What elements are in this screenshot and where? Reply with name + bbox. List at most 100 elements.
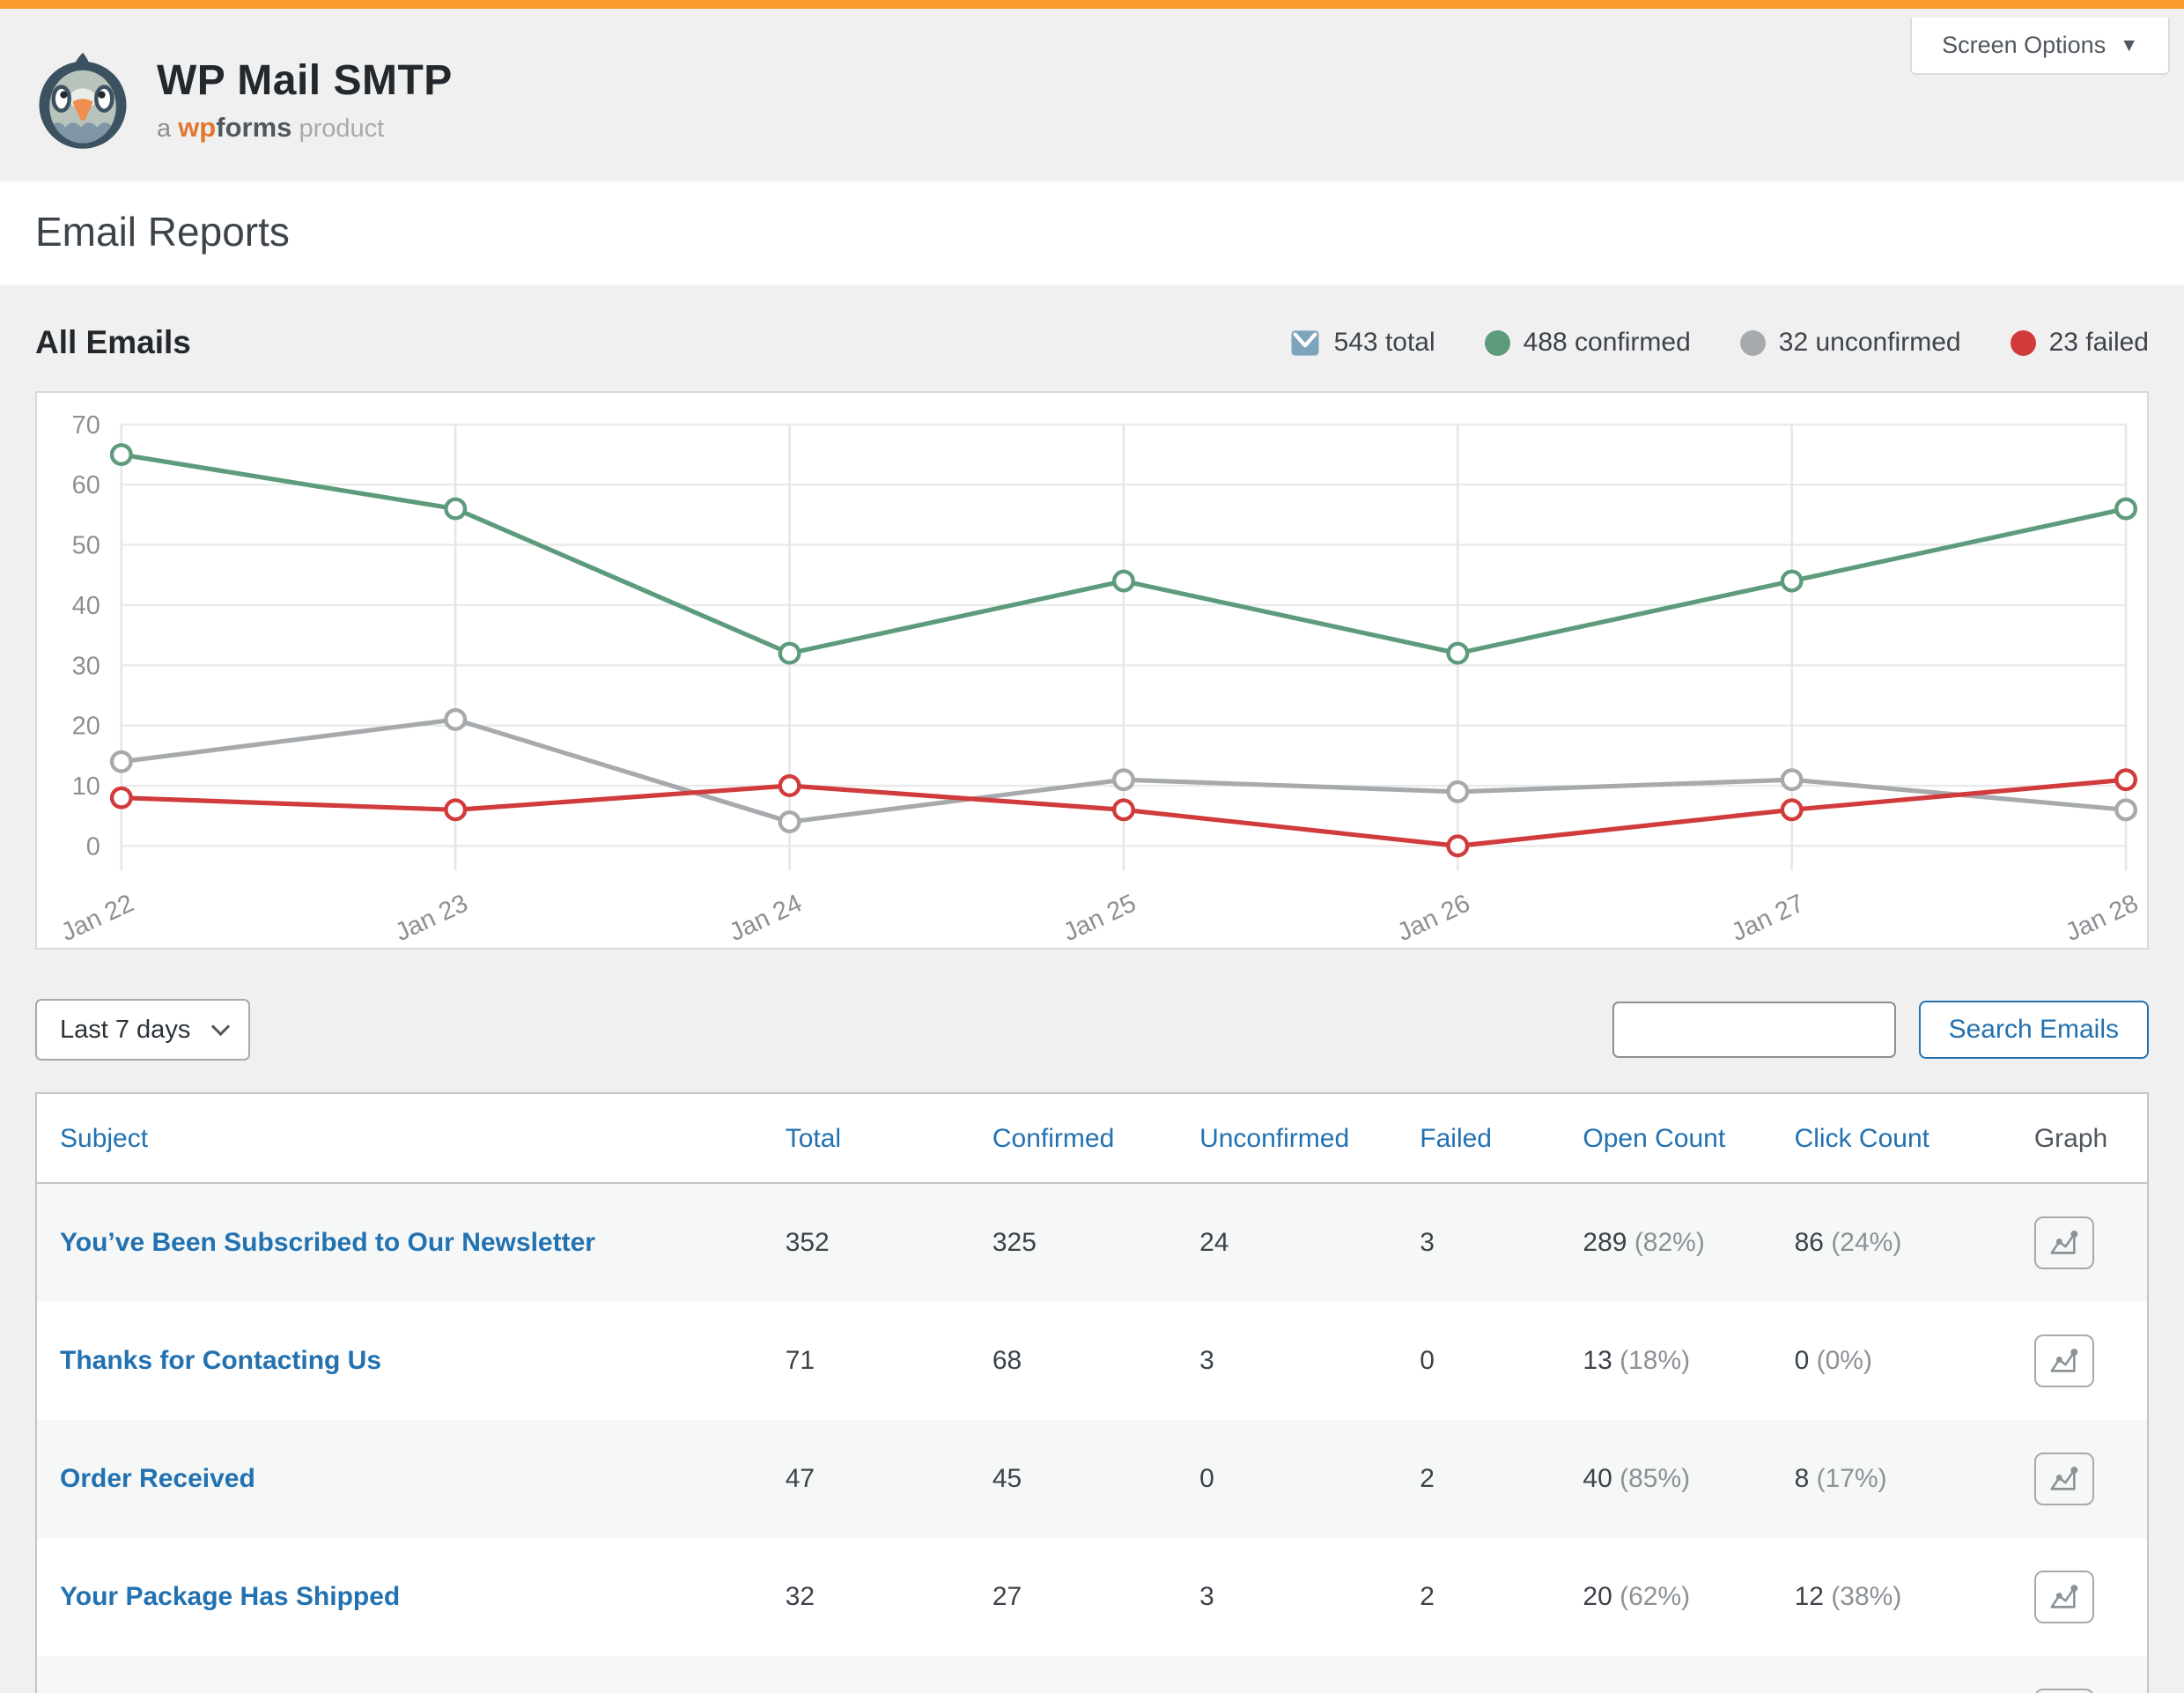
confirmed-cell: 27 xyxy=(992,1582,1022,1611)
legend-unconfirmed-label: 32 unconfirmed xyxy=(1778,328,1961,357)
app-tagline: a wpforms product xyxy=(157,111,385,143)
email-subject-link[interactable]: Thanks for Contacting Us xyxy=(60,1346,382,1375)
subject-cell: You’ve Been Subscribed to Our Newsletter xyxy=(36,1183,768,1302)
wpforms-brand-wp: wp xyxy=(178,111,217,143)
col-confirmed[interactable]: Confirmed xyxy=(974,1093,1183,1184)
svg-text:50: 50 xyxy=(72,532,100,560)
confirmed-cell: 325 xyxy=(992,1228,1037,1257)
open-count-cell: 24 (86%) xyxy=(1565,1656,1776,1693)
table-row: Your Account Details 28 26 2 0 24 (86%) … xyxy=(36,1656,2148,1693)
svg-text:70: 70 xyxy=(72,411,100,440)
failed-cell: 0 xyxy=(1402,1656,1565,1693)
svg-text:Jan 25: Jan 25 xyxy=(1059,889,1140,947)
subject-cell: Thanks for Contacting Us xyxy=(36,1302,768,1420)
unconfirmed-cell: 0 xyxy=(1199,1464,1214,1493)
envelope-icon xyxy=(1291,329,1319,356)
svg-text:Jan 23: Jan 23 xyxy=(391,889,472,947)
failed-cell: 3 xyxy=(1420,1228,1435,1257)
table-header-row: Subject Total Confirmed Unconfirmed Fail… xyxy=(36,1093,2148,1184)
subject-cell: Your Account Details xyxy=(36,1656,768,1693)
graph-cell xyxy=(2017,1656,2148,1693)
svg-text:10: 10 xyxy=(72,773,100,801)
confirmed-cell: 26 xyxy=(975,1656,1182,1693)
col-total[interactable]: Total xyxy=(767,1093,975,1184)
confirmed-cell: 68 xyxy=(992,1346,1022,1375)
unconfirmed-cell: 3 xyxy=(1199,1346,1214,1375)
legend-unconfirmed: 32 unconfirmed xyxy=(1739,328,1961,358)
legend-confirmed-label: 488 confirmed xyxy=(1523,328,1691,357)
total-cell: 28 xyxy=(768,1656,975,1693)
email-reports-table: Subject Total Confirmed Unconfirmed Fail… xyxy=(35,1092,2149,1693)
open-count-cell: 40 (85%) xyxy=(1583,1464,1691,1493)
app-title-block: WP Mail SMTP a wpforms product xyxy=(157,56,453,144)
col-subject[interactable]: Subject xyxy=(36,1093,768,1184)
mini-line-chart-icon xyxy=(2050,1349,2078,1372)
row-graph-button[interactable] xyxy=(2033,1216,2094,1269)
search-emails-button[interactable]: Search Emails xyxy=(1918,1001,2149,1059)
accent-top-bar xyxy=(0,0,2184,9)
email-reports-content: All Emails 543 total 488 confirmed 32 un… xyxy=(0,324,2184,1693)
confirmed-dot-icon xyxy=(1484,329,1510,356)
row-graph-button[interactable] xyxy=(2033,1453,2094,1505)
wpforms-brand-forms: forms xyxy=(216,111,292,143)
total-cell: 32 xyxy=(785,1582,815,1611)
row-graph-button[interactable] xyxy=(2033,1334,2094,1387)
screen-options-button[interactable]: Screen Options ▼ xyxy=(1910,18,2170,75)
graph-cell xyxy=(2017,1183,2148,1302)
col-open-count[interactable]: Open Count xyxy=(1565,1093,1777,1184)
row-graph-button[interactable] xyxy=(2033,1571,2094,1623)
confirmed-cell: 45 xyxy=(992,1464,1022,1493)
chevron-down-icon: ▼ xyxy=(2120,34,2138,55)
legend-failed: 23 failed xyxy=(2010,328,2149,358)
mini-line-chart-icon xyxy=(2050,1467,2078,1490)
click-count-cell: 8 (17%) xyxy=(1794,1464,1887,1493)
email-subject-link[interactable]: You’ve Been Subscribed to Our Newsletter xyxy=(60,1228,595,1257)
subject-cell: Order Received xyxy=(36,1420,768,1538)
total-cell: 47 xyxy=(785,1464,815,1493)
failed-dot-icon xyxy=(2010,329,2036,356)
svg-text:Jan 22: Jan 22 xyxy=(57,889,138,947)
unconfirmed-cell: 3 xyxy=(1199,1582,1214,1611)
col-graph: Graph xyxy=(2016,1093,2148,1184)
click-count-cell: 12 (38%) xyxy=(1794,1582,1902,1611)
table-row: Order Received 47 45 0 2 40 (85%) 8 (17%… xyxy=(36,1420,2148,1538)
unconfirmed-cell: 24 xyxy=(1199,1228,1229,1257)
open-count-cell: 289 (82%) xyxy=(1583,1228,1705,1257)
svg-text:Jan 28: Jan 28 xyxy=(2062,889,2143,947)
total-cell: 71 xyxy=(785,1346,815,1375)
table-row: Thanks for Contacting Us 71 68 3 0 13 (1… xyxy=(36,1302,2148,1420)
col-unconfirmed[interactable]: Unconfirmed xyxy=(1182,1093,1403,1184)
page-title-band: Email Reports xyxy=(0,181,2184,285)
open-count-cell: 13 (18%) xyxy=(1583,1346,1691,1375)
email-subject-link[interactable]: Order Received xyxy=(60,1464,255,1493)
table-row: You’ve Been Subscribed to Our Newsletter… xyxy=(36,1183,2148,1302)
svg-text:Jan 26: Jan 26 xyxy=(1393,889,1474,947)
failed-cell: 0 xyxy=(1420,1346,1435,1375)
open-count-cell: 20 (62%) xyxy=(1583,1582,1691,1611)
legend-total-label: 543 total xyxy=(1333,328,1435,357)
col-failed[interactable]: Failed xyxy=(1402,1093,1566,1184)
svg-text:Jan 24: Jan 24 xyxy=(725,889,806,947)
graph-cell xyxy=(2017,1538,2148,1656)
email-subject-link[interactable]: Your Package Has Shipped xyxy=(60,1582,401,1611)
click-count-cell: 0 (0%) xyxy=(1794,1346,1872,1375)
search-input[interactable] xyxy=(1612,1002,1896,1058)
svg-text:60: 60 xyxy=(72,471,100,499)
table-row: Your Package Has Shipped 32 27 3 2 20 (6… xyxy=(36,1538,2148,1656)
unconfirmed-dot-icon xyxy=(1739,329,1766,356)
total-cell: 352 xyxy=(785,1228,830,1257)
svg-text:40: 40 xyxy=(72,592,100,620)
all-emails-heading: All Emails xyxy=(35,324,191,360)
svg-text:0: 0 xyxy=(86,832,100,861)
col-click-count[interactable]: Click Count xyxy=(1776,1093,2017,1184)
click-count-cell: 8 (29%) xyxy=(1777,1656,2017,1693)
failed-cell: 2 xyxy=(1420,1582,1435,1611)
app-header: WP Mail SMTP a wpforms product Screen Op… xyxy=(0,9,2184,181)
emails-line-chart: 0 10 20 30 40 50 60 70 Jan 22 Jan 23 Jan 24 Jan 25 J… xyxy=(57,411,2143,947)
click-count-cell: 86 (24%) xyxy=(1794,1228,1902,1257)
legend-failed-label: 23 failed xyxy=(2048,328,2149,357)
date-range-select[interactable]: Last 7 days xyxy=(35,999,250,1061)
row-graph-button[interactable] xyxy=(2033,1689,2094,1693)
failed-cell: 2 xyxy=(1420,1464,1435,1493)
svg-text:Jan 27: Jan 27 xyxy=(1727,889,1808,947)
